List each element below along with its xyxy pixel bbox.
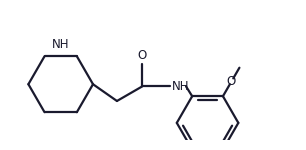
- Text: O: O: [138, 49, 147, 62]
- Text: NH: NH: [172, 80, 189, 93]
- Text: O: O: [227, 75, 236, 88]
- Text: NH: NH: [52, 38, 69, 51]
